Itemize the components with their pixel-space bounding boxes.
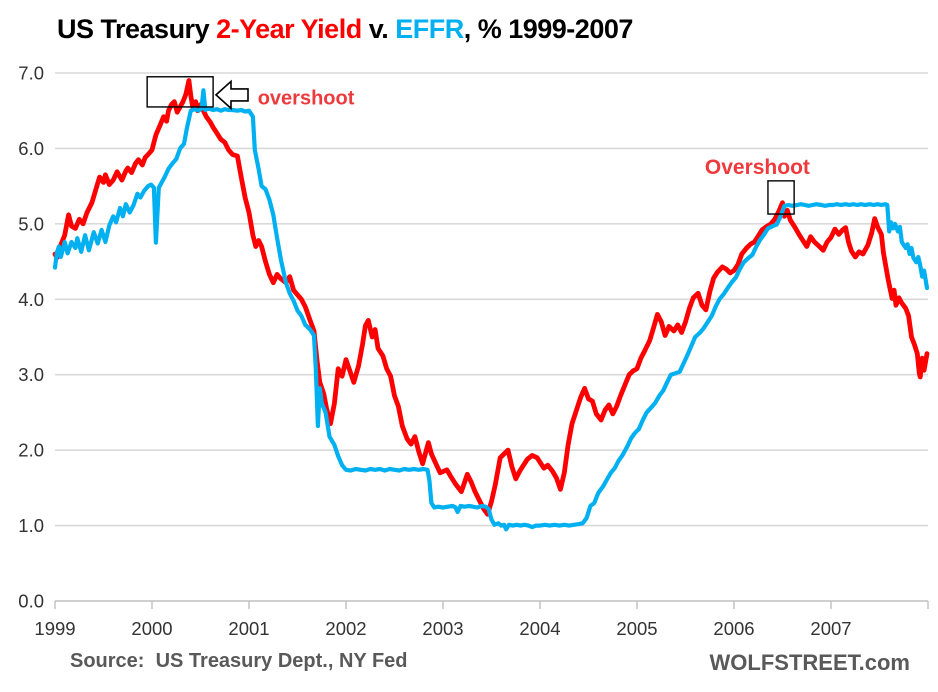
- source-note: Source: US Treasury Dept., NY Fed: [70, 650, 408, 672]
- x-axis-label-2000: 2000: [131, 618, 172, 639]
- y-axis-label-6.0: 6.0: [18, 138, 44, 159]
- x-axis-label-2002: 2002: [325, 618, 366, 639]
- x-axis-label-2001: 2001: [228, 618, 269, 639]
- y-axis-label-3.0: 3.0: [18, 364, 44, 385]
- title-segment-3: EFFR: [395, 14, 464, 44]
- chart-title: US Treasury 2-Year Yield v. EFFR, % 1999…: [57, 14, 633, 45]
- overshoot-2006-label: Overshoot: [705, 156, 810, 179]
- y-axis-label-0.0: 0.0: [18, 591, 44, 612]
- y-axis-label-2.0: 2.0: [18, 440, 44, 461]
- x-axis-label-1999: 1999: [34, 618, 75, 639]
- effr-line: [52, 88, 930, 532]
- overshoot-arrow-icon: [214, 79, 249, 111]
- x-axis-label-2004: 2004: [519, 618, 560, 639]
- y-axis-label-5.0: 5.0: [18, 213, 44, 234]
- two-year-yield-line: [52, 78, 930, 517]
- x-axis-label-2006: 2006: [713, 618, 754, 639]
- overshoot-2000-label: overshoot: [258, 88, 355, 110]
- y-axis-label-7.0: 7.0: [18, 63, 44, 84]
- overshoot-2006-box: [767, 180, 795, 215]
- x-axis-label-2007: 2007: [810, 618, 851, 639]
- title-segment-0: US Treasury: [57, 14, 217, 44]
- y-axis-label-1.0: 1.0: [18, 515, 44, 536]
- title-segment-1: 2-Year Yield: [216, 14, 362, 44]
- brand-watermark: WOLFSTREET.com: [709, 650, 910, 675]
- overshoot-2000-box: [146, 76, 214, 108]
- x-axis-label-2003: 2003: [422, 618, 463, 639]
- x-axis-label-2005: 2005: [616, 618, 657, 639]
- title-segment-2: v.: [361, 14, 396, 44]
- title-segment-4: , % 1999-2007: [463, 14, 634, 44]
- y-axis-label-4.0: 4.0: [18, 289, 44, 310]
